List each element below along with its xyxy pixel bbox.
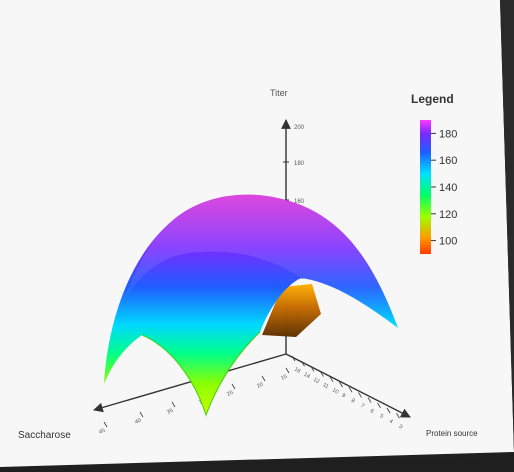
y-tick-label: 4 [388,419,394,426]
y-tick-mark [348,386,353,393]
x-axis-line [93,353,287,413]
legend-label: 180 [439,128,457,140]
x-tick-label: 25 [226,390,234,398]
y-tick-mark [386,407,391,414]
legend-labels: 180 160 140 120 100 [431,128,457,248]
x-tick-label: 20 [256,382,264,390]
y-tick-mark [339,381,343,388]
x-axis-ticks: 45403530252015 [98,367,290,436]
paper-edge [500,0,514,452]
y-tick-mark [310,366,315,372]
surface-highlight [124,194,398,328]
legend-label: 140 [439,182,457,194]
z-tick-label: 180 [294,161,305,167]
y-tick-label: 5 [379,413,385,420]
y-tick-mark [320,371,324,377]
z-tick-label: 200 [294,125,305,131]
legend-label: 160 [439,155,457,167]
y-tick-label: 9 [341,393,347,400]
x-tick-mark [171,401,176,408]
surface-front-seam [141,331,261,417]
x-tick-mark [139,411,144,418]
y-tick-label: 10 [331,387,339,395]
x-tick-mark [285,367,290,374]
x-axis-label: Saccharose [18,430,71,441]
y-tick-mark [301,360,305,367]
legend: Legend 180 160 140 120 100 [411,92,457,254]
x-tick-label: 45 [98,428,106,436]
y-tick-mark [367,397,372,403]
surface-rear-side [262,284,321,337]
y-axis-label: Protein source [426,429,478,438]
y-tick-label: 8 [350,398,356,405]
z-tick-label: 160 [294,199,305,205]
legend-label: 120 [439,209,457,221]
y-tick-mark [396,412,400,419]
y-axis-line [285,353,411,418]
y-tick-label: 14 [303,372,311,380]
x-tick-label: 40 [134,418,142,426]
surface-plot [104,194,398,417]
z-axis-label: Titer [270,88,288,98]
legend-colorbar [420,120,431,254]
x-tick-mark [261,375,266,382]
y-tick-mark [377,402,381,409]
y-tick-label: 6 [369,408,375,415]
x-tick-mark [103,421,108,428]
y-tick-mark [329,376,334,383]
x-tick-mark [231,383,236,390]
y-tick-label: 7 [360,403,366,410]
legend-title: Legend [411,92,454,106]
y-tick-mark [291,355,296,362]
y-tick-label: 11 [322,382,330,390]
y-tick-mark [358,392,362,398]
legend-label: 100 [439,236,457,248]
y-tick-label: 3 [398,424,404,431]
x-tick-label: 15 [280,374,288,382]
y-tick-label: 12 [312,377,320,385]
y-tick-label: 16 [293,367,301,375]
x-tick-label: 35 [166,408,174,416]
